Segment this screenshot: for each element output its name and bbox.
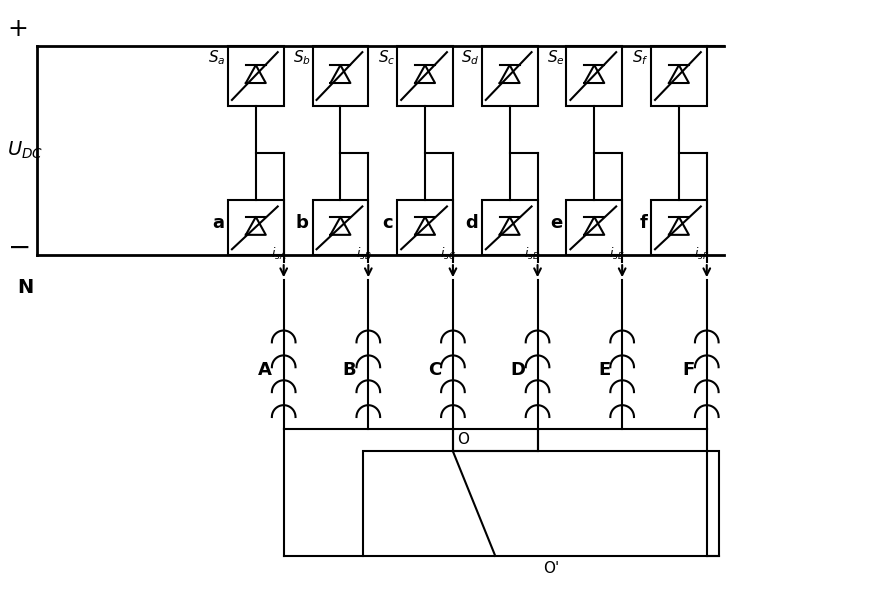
Text: $i_{sF}$: $i_{sF}$: [694, 246, 710, 262]
Text: $S_{c}$: $S_{c}$: [378, 48, 395, 67]
Text: d: d: [465, 214, 478, 232]
Bar: [453, 429, 538, 451]
Text: $S_{a}$: $S_{a}$: [209, 48, 226, 67]
Text: $i_{sE}$: $i_{sE}$: [609, 246, 625, 262]
Bar: [364, 451, 718, 556]
Bar: [313, 46, 368, 106]
Text: $i_{sD}$: $i_{sD}$: [524, 246, 541, 262]
Text: $S_{d}$: $S_{d}$: [461, 48, 480, 67]
Bar: [313, 200, 368, 255]
Bar: [651, 200, 707, 255]
Text: e: e: [550, 214, 563, 232]
Bar: [228, 200, 284, 255]
Text: $U_{DC}$: $U_{DC}$: [7, 140, 43, 161]
Text: $i_{sB}$: $i_{sB}$: [356, 246, 371, 262]
Text: $-$: $-$: [7, 233, 30, 261]
Bar: [228, 46, 284, 106]
Text: a: a: [212, 214, 224, 232]
Bar: [397, 200, 453, 255]
Text: $S_{e}$: $S_{e}$: [546, 48, 565, 67]
Bar: [566, 200, 622, 255]
Text: $i_{sA}$: $i_{sA}$: [271, 246, 287, 262]
Text: D: D: [510, 361, 525, 379]
Text: c: c: [383, 214, 393, 232]
Bar: [566, 46, 622, 106]
Bar: [397, 46, 453, 106]
Text: A: A: [258, 361, 272, 379]
Text: N: N: [17, 277, 33, 296]
Text: O': O': [543, 561, 559, 576]
Text: F: F: [683, 361, 695, 379]
Text: b: b: [295, 214, 309, 232]
Text: f: f: [639, 214, 647, 232]
Text: $S_{f}$: $S_{f}$: [632, 48, 649, 67]
Text: $S_{b}$: $S_{b}$: [293, 48, 310, 67]
Bar: [482, 46, 538, 106]
Bar: [482, 200, 538, 255]
Text: E: E: [598, 361, 610, 379]
Text: B: B: [343, 361, 357, 379]
Bar: [651, 46, 707, 106]
Text: $i_{sC}$: $i_{sC}$: [440, 246, 456, 262]
Text: $+$: $+$: [7, 17, 27, 41]
Text: O: O: [457, 432, 469, 447]
Text: C: C: [427, 361, 441, 379]
